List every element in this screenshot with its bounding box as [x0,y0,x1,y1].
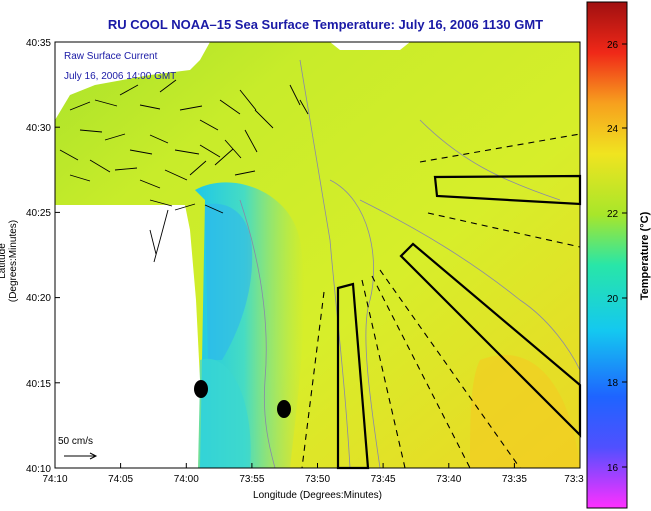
bathymetry-contours [239,59,581,469]
colorbar-tick-label: 24 [607,124,619,135]
x-tick-label: 73:40 [436,474,461,485]
colorbar-tick-label: 16 [607,463,619,474]
land [55,42,410,468]
colorbar-tick-label: 20 [607,294,619,305]
transect-dashed-lines [301,133,581,469]
x-tick-label: 73:55 [239,474,264,485]
x-tick-label: 74:10 [42,474,67,485]
x-tick-label: 74:05 [108,474,133,485]
colorbar-tick-label: 18 [607,378,619,389]
colorbar-label: Temperature (°C) [639,211,651,301]
colorbar-tick-label: 26 [607,40,619,51]
y-axis-label: Latitude (Degrees:Minutes) [0,219,19,303]
colorbar-tick-label: 22 [607,209,619,220]
x-tick-label: 73:45 [371,474,396,485]
y-tick-label: 40:10 [26,464,51,475]
station-marker [194,380,208,398]
y-tick-label: 40:30 [26,123,51,134]
current-legend: Raw Surface Current July 16, 2006 14:00 … [64,47,176,87]
x-tick-label: 73:50 [305,474,330,485]
x-tick-label: 73:3 [564,474,584,485]
x-axis-label: Longitude (Degrees:Minutes) [253,490,382,501]
colorbar-ticks [622,43,627,468]
legend-line-2: July 16, 2006 14:00 GMT [64,71,177,82]
y-tick-label: 40:20 [26,293,51,304]
x-tick-label: 73:35 [502,474,527,485]
station-marker [277,400,291,418]
legend-line-1: Raw Surface Current [64,51,158,62]
x-tick-label: 74:00 [174,474,199,485]
y-tick-label: 40:35 [26,38,51,49]
y-tick-label: 40:15 [26,379,51,390]
colorbar [586,1,628,509]
scale-arrow [64,452,98,460]
current-vectors [59,79,309,263]
scale-label: 50 cm/s [58,436,93,447]
y-tick-label: 40:25 [26,208,51,219]
y-axis [55,41,60,469]
x-axis [54,463,515,468]
map-title: RU COOL NOAA–15 Sea Surface Temperature:… [107,17,544,32]
